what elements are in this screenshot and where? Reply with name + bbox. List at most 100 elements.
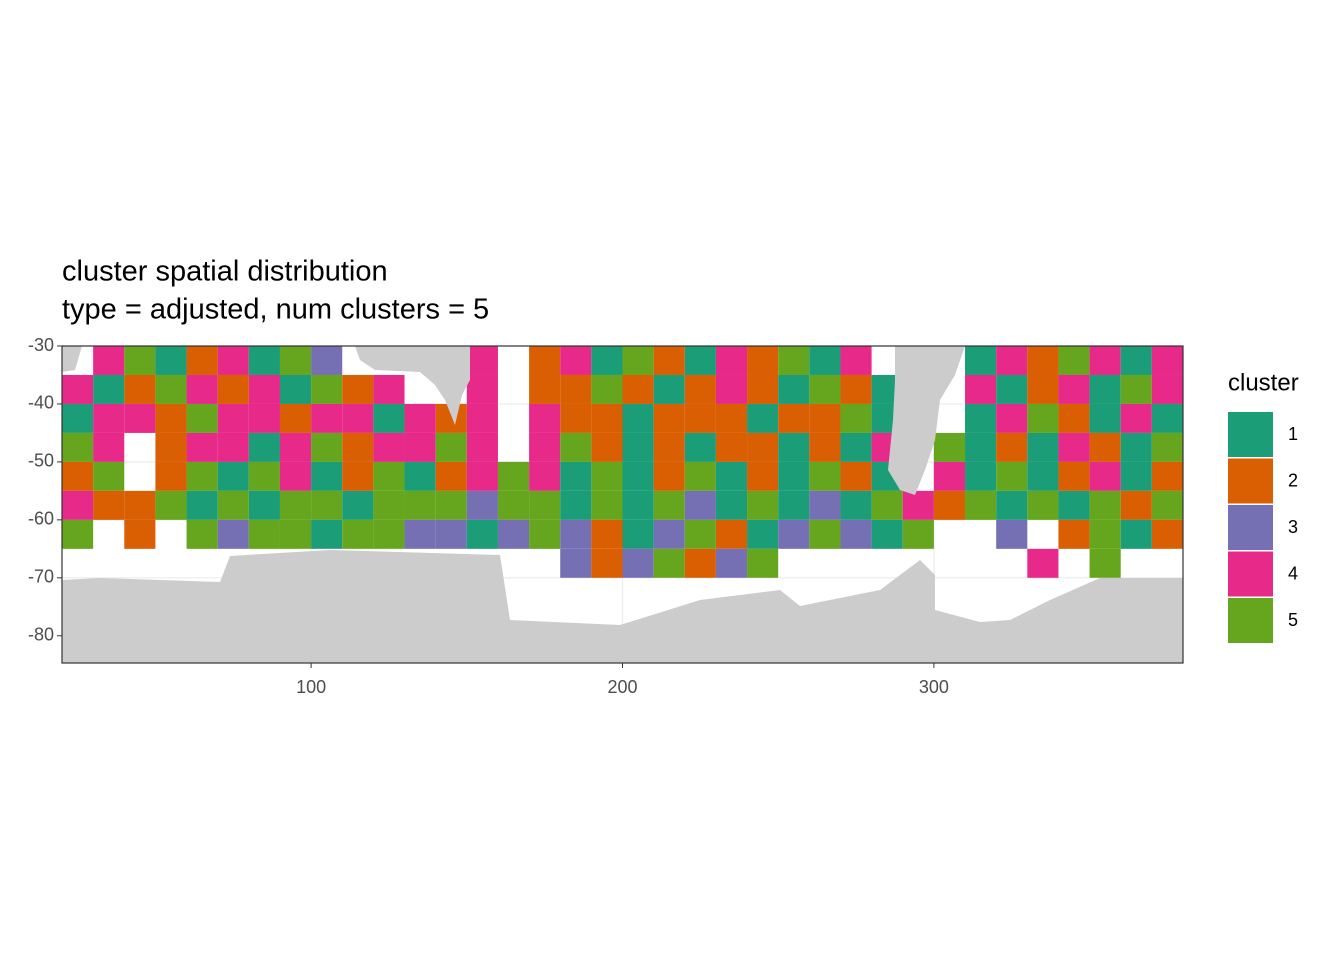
cell [1027, 346, 1059, 375]
cell [840, 403, 872, 433]
y-tick-label: -40 [28, 393, 54, 413]
cell [778, 519, 810, 549]
cell [965, 374, 997, 404]
cell [1089, 519, 1121, 549]
cell [747, 403, 779, 433]
cell [684, 519, 716, 549]
cell [840, 519, 872, 549]
cell [933, 490, 966, 520]
cell [622, 519, 654, 549]
cell [809, 519, 841, 549]
cell [124, 374, 156, 404]
cell [217, 374, 249, 404]
cell [124, 519, 156, 549]
cell [840, 461, 872, 491]
cell [435, 519, 467, 549]
legend-key [1228, 551, 1273, 597]
cell [1151, 461, 1183, 491]
cell [747, 548, 779, 578]
cell [809, 403, 841, 433]
cell [311, 374, 343, 404]
cell [809, 374, 841, 404]
cell [965, 490, 997, 520]
cell [684, 490, 716, 520]
cell [1120, 432, 1152, 462]
cell [466, 346, 498, 375]
cell [217, 519, 249, 549]
cell [653, 548, 685, 578]
cell [529, 346, 561, 375]
cell [1151, 519, 1183, 549]
cell [62, 519, 94, 549]
cell [124, 346, 156, 375]
cell [373, 403, 405, 433]
cell [996, 519, 1028, 549]
cell [248, 490, 280, 520]
cell [809, 461, 841, 491]
cell [622, 346, 654, 375]
cell [1089, 461, 1121, 491]
cell [248, 346, 280, 375]
cell [62, 374, 94, 404]
cell [560, 403, 592, 433]
cell [466, 403, 498, 433]
cell [186, 346, 218, 375]
cell [622, 461, 654, 491]
cell [155, 490, 187, 520]
cell [715, 403, 748, 433]
cell [404, 519, 436, 549]
cell [435, 432, 467, 462]
legend-label: 4 [1288, 563, 1298, 583]
cell [747, 374, 779, 404]
cell [778, 346, 810, 375]
cell [965, 432, 997, 462]
legend-label: 2 [1288, 470, 1298, 490]
cell [1120, 346, 1152, 375]
cell [248, 461, 280, 491]
cell [404, 461, 436, 491]
cell [466, 432, 498, 462]
cell [217, 432, 249, 462]
cell [404, 432, 436, 462]
cell [560, 346, 592, 375]
y-tick-label: -70 [28, 567, 54, 587]
cell [591, 403, 623, 433]
cell [715, 346, 748, 375]
cell [1089, 432, 1121, 462]
cell [155, 403, 187, 433]
cell [747, 490, 779, 520]
cell [62, 461, 94, 491]
cell [560, 432, 592, 462]
x-tick-label: 200 [607, 677, 637, 697]
cell [93, 490, 125, 520]
cell [93, 461, 125, 491]
cell [809, 346, 841, 375]
cell [497, 490, 530, 520]
cell [965, 403, 997, 433]
cell [715, 374, 748, 404]
cell [155, 461, 187, 491]
cell [342, 403, 374, 433]
cell [311, 461, 343, 491]
cell [933, 461, 966, 491]
chart-title: cluster spatial distribution [62, 256, 388, 288]
cell [591, 490, 623, 520]
cell [497, 519, 530, 549]
cell [62, 490, 94, 520]
cell [155, 374, 187, 404]
cell [1058, 374, 1090, 404]
cell [996, 374, 1028, 404]
cell [279, 490, 312, 520]
cell [902, 519, 934, 549]
cell [965, 346, 997, 375]
cell [1089, 490, 1121, 520]
x-tick-label: 100 [296, 677, 326, 697]
cell [529, 490, 561, 520]
cell [248, 432, 280, 462]
cell [529, 403, 561, 433]
cell [342, 490, 374, 520]
cell [466, 490, 498, 520]
cell [996, 432, 1028, 462]
cell [560, 374, 592, 404]
legend-label: 3 [1288, 517, 1298, 537]
